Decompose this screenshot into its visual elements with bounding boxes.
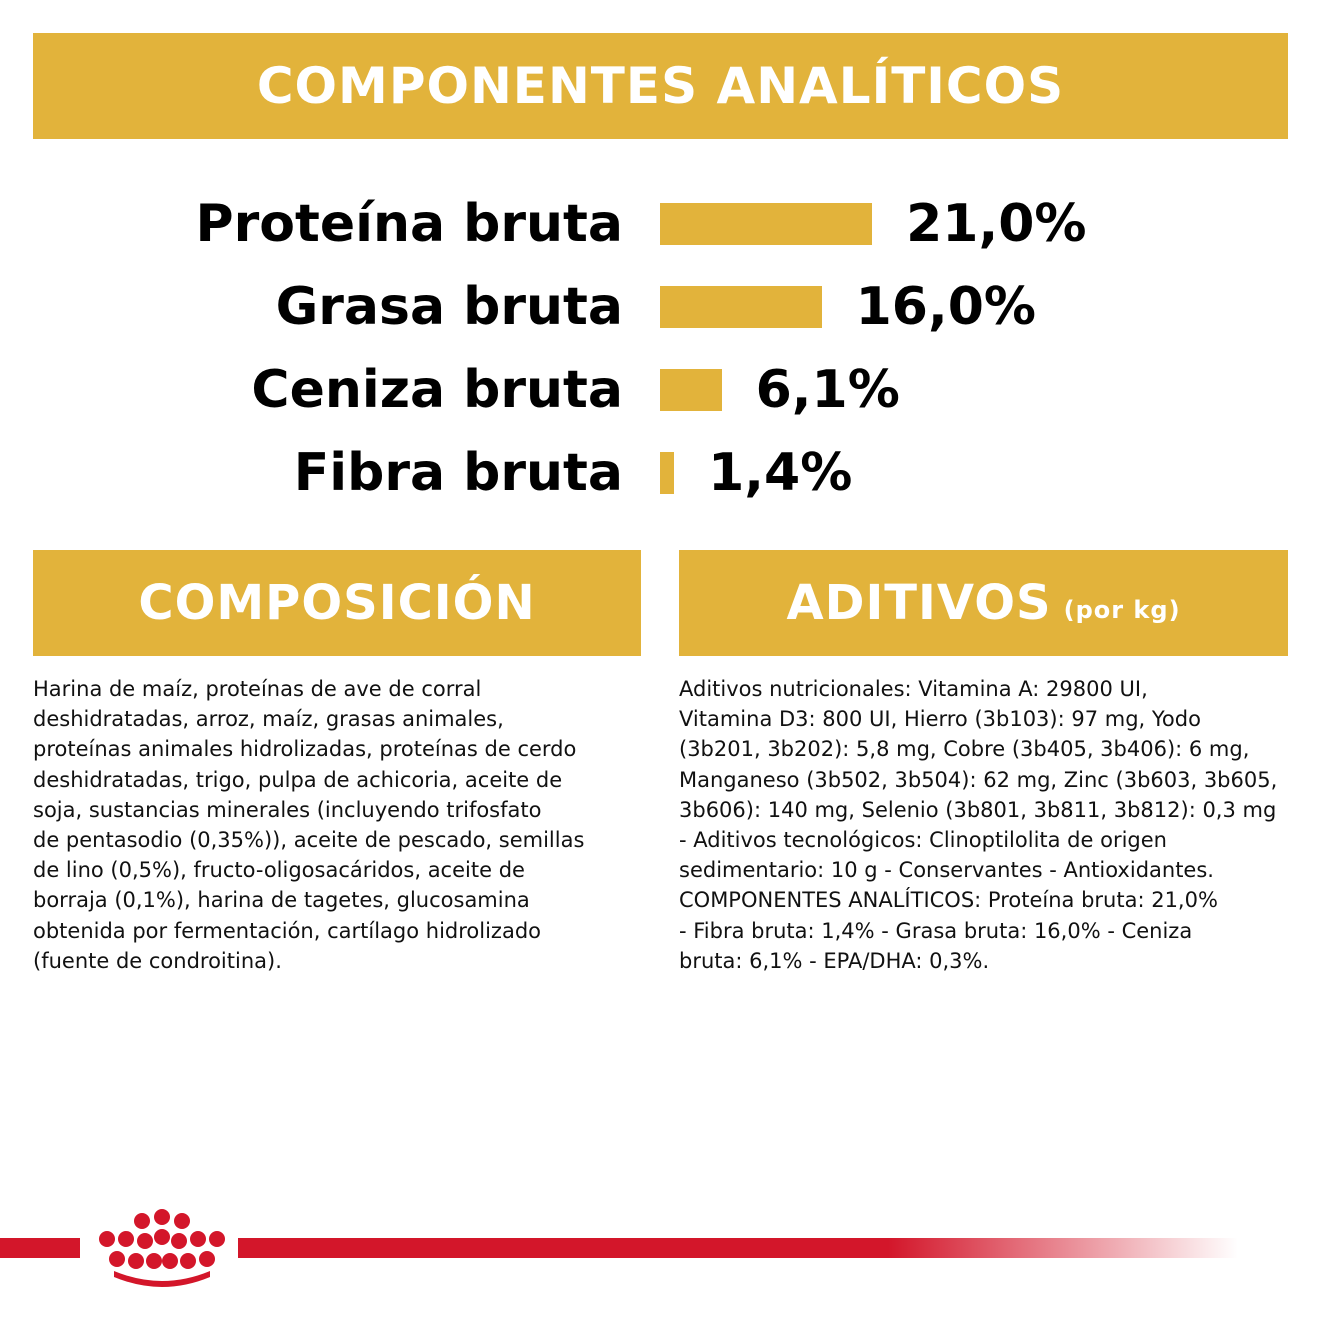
footer-red-line-left <box>0 1238 80 1258</box>
analytic-label: Ceniza bruta <box>251 360 623 420</box>
analytic-value: 16,0% <box>855 277 1036 337</box>
analytics-title: COMPONENTES ANALÍTICOS <box>256 57 1065 115</box>
additives-line: 3b606): 140 mg, Selenio (3b801, 3b811, 3… <box>679 797 1277 822</box>
additives-line: (3b201, 3b202): 5,8 mg, Cobre (3b405, 3b… <box>679 737 1250 762</box>
additives-line: Vitamina D3: 800 UI, Hierro (3b103): 97 … <box>679 707 1201 732</box>
composition-header-banner: COMPOSICIÓN <box>33 550 641 656</box>
composition-line: (fuente de condroitina). <box>33 948 282 973</box>
composition-line: soja, sustancias minerales (incluyendo t… <box>33 797 542 822</box>
additives-line: sedimentario: 10 g - Conservantes - Anti… <box>679 858 1214 883</box>
additives-line: - Aditivos tecnológicos: Clinoptilolita … <box>679 828 1167 853</box>
additives-line: Manganeso (3b502, 3b504): 62 mg, Zinc (3… <box>679 767 1278 792</box>
additives-subtitle: (por kg) <box>1063 596 1181 624</box>
analytic-label: Grasa bruta <box>275 277 623 337</box>
analytic-bar <box>660 369 722 411</box>
analytic-bar <box>660 452 675 494</box>
composition-line: proteínas animales hidrolizadas, proteín… <box>33 737 577 762</box>
composition-text: Harina de maíz, proteínas de ave de corr… <box>33 674 641 976</box>
analytic-row-protein: Proteína bruta 21,0% <box>0 189 1320 259</box>
analytics-header-banner: COMPONENTES ANALÍTICOS <box>33 33 1288 139</box>
composition-line: Harina de maíz, proteínas de ave de corr… <box>33 677 482 701</box>
analytic-bar <box>660 203 873 245</box>
analytic-value: 1,4% <box>708 443 853 503</box>
additives-line: - Fibra bruta: 1,4% - Grasa bruta: 16,0%… <box>679 918 1193 943</box>
additives-text: Aditivos nutricionales: Vitamina A: 2980… <box>679 674 1291 976</box>
additives-line: bruta: 6,1% - EPA/DHA: 0,3%. <box>679 948 990 973</box>
composition-line: deshidratadas, trigo, pulpa de achicoria… <box>33 767 563 792</box>
composition-line: obtenida por fermentación, cartílago hid… <box>33 918 541 943</box>
analytic-row-fat: Grasa bruta 16,0% <box>0 272 1320 342</box>
composition-line: de lino (0,5%), fructo-oligosacáridos, a… <box>33 858 525 883</box>
crown-icon <box>99 1209 225 1287</box>
composition-line: borraja (0,1%), harina de tagetes, gluco… <box>33 888 530 913</box>
analytic-row-ash: Ceniza bruta 6,1% <box>0 355 1320 425</box>
composition-line: deshidratadas, arroz, maíz, grasas anima… <box>33 707 504 732</box>
analytic-row-fiber: Fibra bruta 1,4% <box>0 438 1320 508</box>
analytic-value: 21,0% <box>906 194 1087 254</box>
analytic-bar <box>660 286 822 328</box>
additives-line: Aditivos nutricionales: Vitamina A: 2980… <box>679 677 1148 701</box>
additives-title: ADITIVOS <box>786 575 1052 631</box>
composition-title: COMPOSICIÓN <box>138 575 536 631</box>
analytic-value: 6,1% <box>755 360 900 420</box>
analytic-label: Proteína bruta <box>195 194 623 254</box>
analytic-label: Fibra bruta <box>293 443 623 503</box>
additives-header-banner: ADITIVOS (por kg) <box>679 550 1288 656</box>
footer-red-line-right <box>238 1238 1238 1258</box>
additives-line: COMPONENTES ANALÍTICOS: Proteína bruta: … <box>679 888 1218 913</box>
composition-line: de pentasodio (0,35%)), aceite de pescad… <box>33 828 585 853</box>
